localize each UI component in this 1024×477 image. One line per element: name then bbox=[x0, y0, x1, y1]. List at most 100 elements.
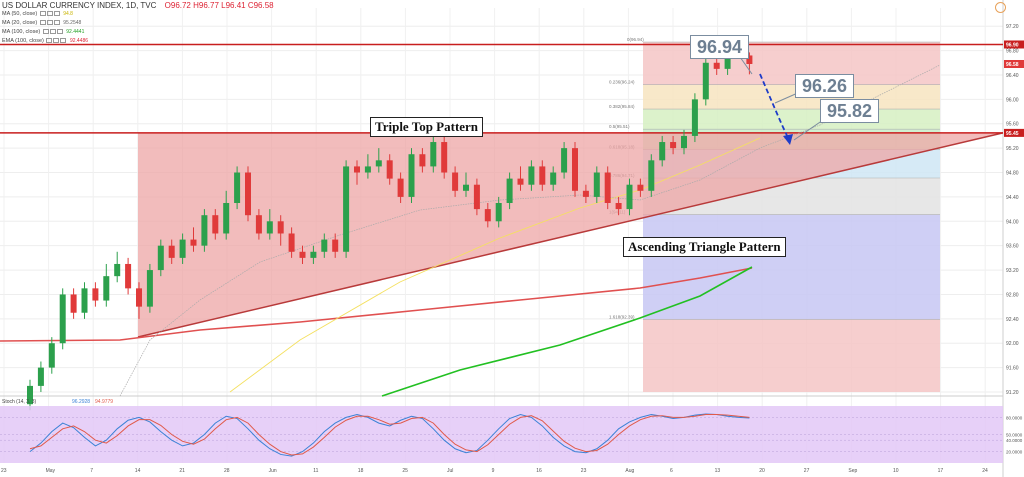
x-tick-label: Jun bbox=[269, 468, 277, 474]
stochastic-label: Stoch (14, 3, 3) bbox=[2, 399, 37, 405]
candle-body bbox=[59, 294, 66, 344]
indicator-label: EMA (100, close) bbox=[2, 38, 44, 44]
x-tick-label: 21 bbox=[179, 468, 185, 474]
candle-body bbox=[277, 221, 284, 234]
x-tick-label: Jul bbox=[447, 468, 453, 474]
price-tag bbox=[1004, 59, 1024, 68]
fib-label: 0.5(95.51) bbox=[609, 124, 630, 129]
candle-body bbox=[713, 62, 720, 69]
candle-body bbox=[604, 172, 611, 203]
chart-header: US DOLLAR CURRENCY INDEX, 1D, TVC O96.72… bbox=[2, 1, 274, 10]
y-tick-label: 94.00 bbox=[1006, 219, 1019, 225]
x-tick-label: 6 bbox=[670, 468, 673, 474]
candle-body bbox=[375, 160, 382, 167]
candle-body bbox=[463, 184, 469, 191]
candle-body bbox=[659, 142, 666, 161]
ma100-line bbox=[381, 266, 753, 397]
x-tick-label: 10 bbox=[893, 468, 899, 474]
settings-icon[interactable] bbox=[995, 2, 1006, 13]
stoch-k-line bbox=[29, 413, 750, 457]
candle-body bbox=[626, 184, 633, 210]
gear-icon[interactable] bbox=[49, 29, 56, 35]
candle-body bbox=[386, 160, 393, 179]
fib-zone bbox=[643, 214, 940, 320]
indicator-label: MA (100, close) bbox=[2, 29, 41, 35]
candle-body bbox=[430, 142, 437, 167]
projection-arrow bbox=[759, 73, 791, 143]
candle-body bbox=[691, 99, 698, 136]
candle-body bbox=[146, 270, 153, 307]
stochastic-tick-label: 50.0000 bbox=[1006, 433, 1023, 438]
y-tick-label: 93.60 bbox=[1006, 244, 1019, 250]
fib-zone bbox=[643, 42, 940, 85]
candle-body bbox=[419, 154, 426, 167]
candle-body bbox=[561, 148, 568, 173]
close-icon[interactable] bbox=[56, 29, 63, 35]
fib-zone bbox=[643, 109, 940, 130]
fib-zone bbox=[643, 84, 940, 110]
eye-icon[interactable] bbox=[42, 29, 49, 35]
candle-body bbox=[648, 160, 655, 191]
indicator-ma50[interactable]: MA (50, close) 94.8 bbox=[2, 11, 73, 17]
y-tick-label: 92.00 bbox=[1006, 341, 1019, 347]
candle-body bbox=[517, 178, 524, 185]
candle-body bbox=[190, 239, 197, 246]
y-tick-label: 93.20 bbox=[1006, 268, 1019, 274]
indicator-ma20[interactable]: MA (20, close) 95.2548 bbox=[2, 20, 81, 26]
candle-body bbox=[724, 50, 731, 69]
ascending-triangle-label: Ascending Triangle Pattern bbox=[623, 237, 786, 257]
y-tick-label: 94.80 bbox=[1006, 171, 1019, 177]
x-tick-label: Aug bbox=[625, 468, 634, 474]
close-icon[interactable] bbox=[53, 11, 60, 17]
candle-body bbox=[288, 233, 295, 252]
eye-icon[interactable] bbox=[39, 20, 46, 26]
eye-icon[interactable] bbox=[39, 11, 46, 17]
indicator-label: MA (20, close) bbox=[2, 20, 38, 26]
price-tag-label: 95.45 bbox=[1006, 131, 1019, 137]
ascending-trendline bbox=[137, 132, 1004, 338]
price-tag bbox=[1004, 128, 1024, 137]
candle-body bbox=[441, 142, 448, 173]
fib-label: 1.618(92.39) bbox=[609, 314, 635, 319]
x-tick-label: 17 bbox=[938, 468, 944, 474]
candle-body bbox=[70, 294, 77, 313]
candle-body bbox=[637, 184, 644, 191]
x-tick-label: 24 bbox=[982, 468, 988, 474]
x-tick-label: Sep bbox=[848, 468, 857, 474]
candle-body bbox=[408, 154, 415, 197]
indicator-value: 95.2548 bbox=[63, 20, 82, 26]
candle-body bbox=[223, 203, 230, 234]
candle-body bbox=[364, 166, 371, 173]
gear-icon[interactable] bbox=[46, 11, 53, 17]
y-tick-label: 96.00 bbox=[1006, 97, 1019, 103]
y-tick-label: 97.20 bbox=[1006, 24, 1019, 30]
candle-body bbox=[343, 166, 350, 252]
chart-ohlc: O96.72 H96.77 L96.41 C96.58 bbox=[164, 1, 274, 10]
indicator-value: 92.4441 bbox=[66, 29, 85, 35]
indicator-ema100[interactable]: EMA (100, close) 92.4486 bbox=[2, 38, 88, 44]
candle-body bbox=[212, 215, 219, 234]
candle-body bbox=[681, 135, 687, 149]
candle-body bbox=[593, 172, 600, 197]
close-icon[interactable] bbox=[53, 20, 60, 26]
candle-body bbox=[321, 239, 328, 252]
price-tag-label: 96.90 bbox=[1006, 42, 1019, 48]
chart-title: US DOLLAR CURRENCY INDEX, 1D, TVC bbox=[2, 1, 157, 10]
candle-body bbox=[157, 245, 164, 271]
ma50-line bbox=[229, 137, 761, 393]
x-tick-label: 16 bbox=[536, 468, 542, 474]
candle-body bbox=[702, 62, 709, 100]
arrow-head-icon bbox=[783, 134, 793, 145]
candle-body bbox=[48, 343, 55, 368]
gear-icon[interactable] bbox=[46, 20, 53, 26]
stoch-d-value: 94.9779 bbox=[95, 399, 113, 405]
x-tick-label: 13 bbox=[715, 468, 721, 474]
indicator-ma100[interactable]: MA (100, close) 92.4441 bbox=[2, 29, 84, 35]
eye-icon[interactable] bbox=[46, 38, 53, 44]
gear-icon[interactable] bbox=[53, 38, 60, 44]
candle-body bbox=[92, 288, 99, 301]
price-tag bbox=[1004, 40, 1024, 49]
close-icon[interactable] bbox=[60, 38, 67, 44]
candle-body bbox=[670, 142, 677, 149]
